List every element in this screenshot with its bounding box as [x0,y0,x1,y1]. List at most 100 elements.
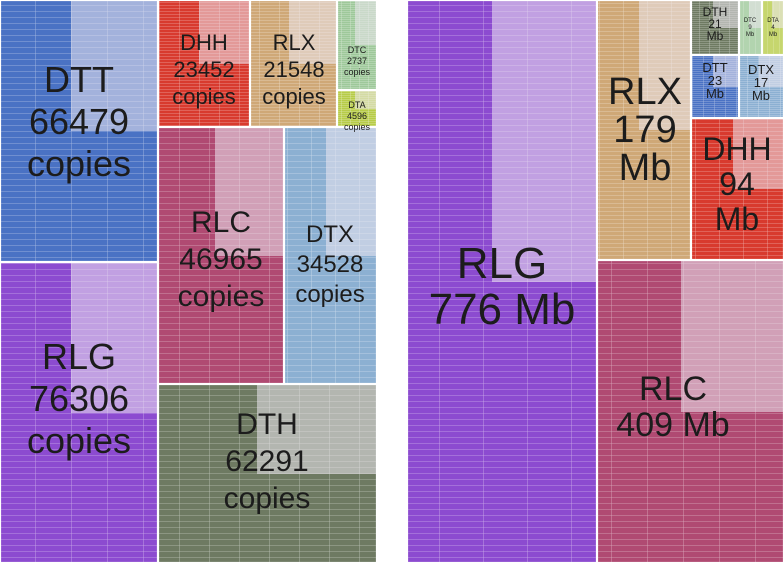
label-unit-dtc: Mb [746,32,755,38]
label-unit-dhh: Mb [715,201,759,237]
label-value-rlc: 46965 [179,243,262,276]
label-value-dtx: 34528 [297,251,364,278]
label-value-dtt: 66479 [29,101,129,142]
label-name-dtt: DTT [44,59,114,100]
treemap-border-dtt [0,0,159,263]
label-unit-rlx: copies [262,84,326,109]
label-unit-dth: Mb [707,29,724,43]
label-name-dth: DTH [703,5,728,19]
label-value-dth: 21 [708,17,722,31]
treemap-border-dtx [283,126,378,385]
left-treemap-copies: RLG76306copiesDTT66479copiesDTH62291copi… [0,0,378,563]
label-value-dth: 62291 [225,445,308,478]
label-value-dta: 4596 [347,111,367,121]
treemap-fine-mesh-dhh [733,118,784,189]
label-name-dta: DTA [348,100,365,110]
treemap-fine-mesh-rlc [681,260,784,412]
label-name-dtx: DTX [748,62,774,77]
treemap-border-rlx [249,0,338,128]
treemap-fine-mesh-rlg [492,0,597,282]
label-unit-dtt: Mb [706,86,724,101]
treemap-cell-dtx: DTX 34528 copies [283,126,378,385]
label-name-dtc: DTC [348,45,367,55]
label-name-dtc: DTC [744,18,757,24]
label-value-dtc: 2737 [347,56,367,66]
label-name-dta: DTA [767,18,779,24]
treemap-border-rlx [596,0,692,261]
label-name-dhh: DHH [180,30,228,55]
label-value-rlx: 21548 [263,57,324,82]
treemap-fine-mesh-dta [355,90,377,109]
label-unit-dtc: copies [344,67,371,77]
label-value-dtt: 23 [708,73,722,88]
label-value-dta: 4 [771,25,775,31]
label-name-dth: DTH [236,408,298,441]
label-unit-dta: Mb [769,32,778,38]
treemap-cell-dth: DTH 62291 copies [157,383,378,563]
treemap-border-dtt [690,54,740,119]
treemap-fine-mesh-dth [257,384,377,474]
label-value-rlg: 76306 [29,378,129,419]
label-value-rlc: 409 Mb [616,406,729,444]
treemap-border-dtc [336,0,378,91]
label-name-dhh: DHH [702,131,771,167]
treemap-fine-mesh-rlc [215,127,284,256]
treemap-border-dth [690,0,740,56]
label-unit-dtx: copies [295,281,364,308]
treemap-fine-mesh-rlx [639,0,691,130]
label-unit-dth: copies [224,482,311,515]
treemap-fine-mesh-dtc [749,0,762,28]
label-name-dtx: DTX [306,221,354,248]
treemap-fine-mesh-dtx [759,55,784,87]
treemap-fine-mesh-dtc [355,0,377,45]
treemap-fine-mesh-dtt [71,0,158,131]
treemap-fine-mesh-dtx [326,127,377,256]
label-name-rlg: RLG [42,336,116,377]
label-unit-rlc: copies [178,280,265,313]
label-value-dtc: 9 [748,25,752,31]
treemap-border-dta [336,89,378,128]
label-unit-rlx: Mb [619,147,672,189]
treemap-border-rlc [157,126,285,385]
label-name-rlc: RLC [639,370,707,408]
label-name-rlx: RLX [608,71,682,113]
label-unit-dhh: copies [172,84,236,109]
label-name-rlg: RLG [457,239,547,288]
treemap-cell-rlc: RLC 46965 copies [157,126,285,385]
treemap-fine-mesh-dhh [199,0,250,64]
label-unit-rlg: copies [27,420,131,461]
treemap-fine-mesh-dtt [713,55,739,87]
label-value-dhh: 94 [719,166,755,202]
treemap-fine-mesh-rlx [289,0,337,64]
label-value-dhh: 23452 [173,57,234,82]
label-name-dtt: DTT [702,60,727,75]
label-value-rlg: 776 Mb [429,285,576,334]
treemap-border-dtc [738,0,763,56]
treemap-fine-mesh-dth [713,0,739,28]
label-unit-dtx: Mb [752,88,770,103]
label-unit-dta: copies [344,122,371,132]
label-unit-dtt: copies [27,143,131,184]
label-name-rlc: RLC [191,206,251,239]
label-name-rlx: RLX [273,30,316,55]
treemap-fine-mesh-rlg [71,262,158,413]
treemap-fine-mesh-dta [772,0,784,28]
label-value-dtx: 17 [754,75,768,90]
label-value-rlx: 179 [613,109,676,151]
